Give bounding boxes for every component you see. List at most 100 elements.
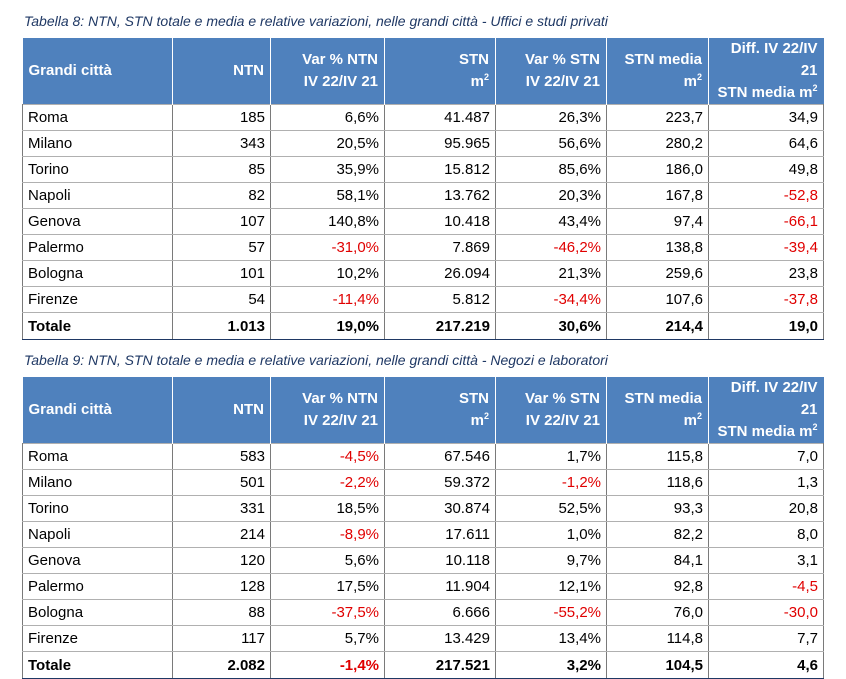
- table-row: Milano 501 -2,2% 59.372 -1,2% 118,6 1,3: [22, 469, 824, 496]
- cell-stn-media: 104,5: [606, 651, 709, 679]
- table-row: Palermo 128 17,5% 11.904 12,1% 92,8 -4,5: [22, 573, 824, 600]
- cell-ntn: 185: [172, 104, 271, 131]
- cell-ntn: 57: [172, 234, 271, 261]
- table-row: Roma 185 6,6% 41.487 26,3% 223,7 34,9: [22, 104, 824, 131]
- header-diff: Diff. IV 22/IV 21 STN media m2: [708, 377, 824, 444]
- header-stn-media: STN media m2: [606, 377, 709, 444]
- cell-stn-media: 93,3: [606, 495, 709, 522]
- cell-var-ntn: 140,8%: [270, 208, 385, 235]
- cell-stn: 41.487: [384, 104, 496, 131]
- cell-stn: 6.666: [384, 599, 496, 626]
- cell-var-stn: -1,2%: [495, 469, 607, 496]
- cell-stn: 11.904: [384, 573, 496, 600]
- cell-diff: 23,8: [708, 260, 824, 287]
- cell-city: Bologna: [22, 599, 173, 626]
- cell-city: Milano: [22, 130, 173, 157]
- cell-ntn: 501: [172, 469, 271, 496]
- cell-ntn: 82: [172, 182, 271, 209]
- cell-city: Milano: [22, 469, 173, 496]
- cell-var-stn: 1,0%: [495, 521, 607, 548]
- cell-diff: -4,5: [708, 573, 824, 600]
- cell-city: Napoli: [22, 182, 173, 209]
- cell-var-stn: -34,4%: [495, 286, 607, 313]
- table-row: Roma 583 -4,5% 67.546 1,7% 115,8 7,0: [22, 443, 824, 470]
- cell-diff: 20,8: [708, 495, 824, 522]
- cell-var-stn: 43,4%: [495, 208, 607, 235]
- cell-ntn: 214: [172, 521, 271, 548]
- cell-var-ntn: -11,4%: [270, 286, 385, 313]
- cell-stn: 26.094: [384, 260, 496, 287]
- cell-city: Bologna: [22, 260, 173, 287]
- header-ntn: NTN: [172, 38, 271, 105]
- table-row: Milano 343 20,5% 95.965 56,6% 280,2 64,6: [22, 130, 824, 157]
- cell-stn-media: 214,4: [606, 312, 709, 340]
- cell-ntn: 54: [172, 286, 271, 313]
- cell-ntn: 128: [172, 573, 271, 600]
- cell-stn: 59.372: [384, 469, 496, 496]
- cell-stn: 17.611: [384, 521, 496, 548]
- cell-diff: -66,1: [708, 208, 824, 235]
- cell-city: Torino: [22, 495, 173, 522]
- cell-ntn: 2.082: [172, 651, 271, 679]
- cell-ntn: 331: [172, 495, 271, 522]
- cell-city: Palermo: [22, 573, 173, 600]
- header-city: Grandi città: [22, 377, 173, 444]
- cell-var-ntn: 18,5%: [270, 495, 385, 522]
- cell-stn: 10.118: [384, 547, 496, 574]
- table-8: Grandi città NTN Var % NTN IV 22/IV 21 ST…: [22, 38, 824, 340]
- cell-stn-media: 76,0: [606, 599, 709, 626]
- table-row: Firenze 54 -11,4% 5.812 -34,4% 107,6 -37,8: [22, 286, 824, 313]
- cell-var-stn: 56,6%: [495, 130, 607, 157]
- cell-var-stn: 13,4%: [495, 625, 607, 652]
- total-row: Totale 2.082 -1,4% 217.521 3,2% 104,5 4,6: [22, 651, 824, 679]
- table-row: Genova 107 140,8% 10.418 43,4% 97,4 -66,1: [22, 208, 824, 235]
- header-var-stn: Var % STN IV 22/IV 21: [495, 377, 607, 444]
- cell-city: Totale: [22, 651, 173, 679]
- cell-diff: -30,0: [708, 599, 824, 626]
- table-row: Bologna 101 10,2% 26.094 21,3% 259,6 23,8: [22, 260, 824, 287]
- cell-stn: 30.874: [384, 495, 496, 522]
- table-8-caption: Tabella 8: NTN, STN totale e media e rel…: [24, 13, 608, 29]
- table-row: Genova 120 5,6% 10.118 9,7% 84,1 3,1: [22, 547, 824, 574]
- cell-city: Roma: [22, 104, 173, 131]
- cell-stn-media: 82,2: [606, 521, 709, 548]
- cell-var-ntn: -8,9%: [270, 521, 385, 548]
- cell-city: Genova: [22, 208, 173, 235]
- cell-diff: 1,3: [708, 469, 824, 496]
- cell-stn-media: 107,6: [606, 286, 709, 313]
- cell-stn-media: 167,8: [606, 182, 709, 209]
- cell-var-stn: 85,6%: [495, 156, 607, 183]
- table-9: Grandi città NTN Var % NTN IV 22/IV 21 ST…: [22, 377, 824, 679]
- cell-city: Genova: [22, 547, 173, 574]
- header-city: Grandi città: [22, 38, 173, 105]
- cell-ntn: 101: [172, 260, 271, 287]
- cell-stn: 7.869: [384, 234, 496, 261]
- table-8-header-row: Grandi città NTN Var % NTN IV 22/IV 21 ST…: [22, 38, 824, 105]
- cell-stn: 217.521: [384, 651, 496, 679]
- cell-stn: 15.812: [384, 156, 496, 183]
- cell-var-ntn: 10,2%: [270, 260, 385, 287]
- cell-stn: 95.965: [384, 130, 496, 157]
- cell-diff: 64,6: [708, 130, 824, 157]
- cell-var-ntn: -1,4%: [270, 651, 385, 679]
- cell-var-stn: 20,3%: [495, 182, 607, 209]
- cell-diff: 7,0: [708, 443, 824, 470]
- cell-var-ntn: 5,7%: [270, 625, 385, 652]
- cell-ntn: 1.013: [172, 312, 271, 340]
- cell-var-ntn: -4,5%: [270, 443, 385, 470]
- header-ntn: NTN: [172, 377, 271, 444]
- cell-diff: -39,4: [708, 234, 824, 261]
- cell-city: Napoli: [22, 521, 173, 548]
- cell-stn-media: 97,4: [606, 208, 709, 235]
- cell-var-ntn: 17,5%: [270, 573, 385, 600]
- header-diff: Diff. IV 22/IV 21 STN media m2: [708, 38, 824, 105]
- cell-city: Torino: [22, 156, 173, 183]
- cell-stn: 67.546: [384, 443, 496, 470]
- cell-diff: 8,0: [708, 521, 824, 548]
- header-stn: STN m2: [384, 38, 496, 105]
- table-row: Torino 331 18,5% 30.874 52,5% 93,3 20,8: [22, 495, 824, 522]
- cell-diff: -52,8: [708, 182, 824, 209]
- cell-diff: 34,9: [708, 104, 824, 131]
- table-9-caption: Tabella 9: NTN, STN totale e media e rel…: [24, 352, 608, 368]
- cell-ntn: 85: [172, 156, 271, 183]
